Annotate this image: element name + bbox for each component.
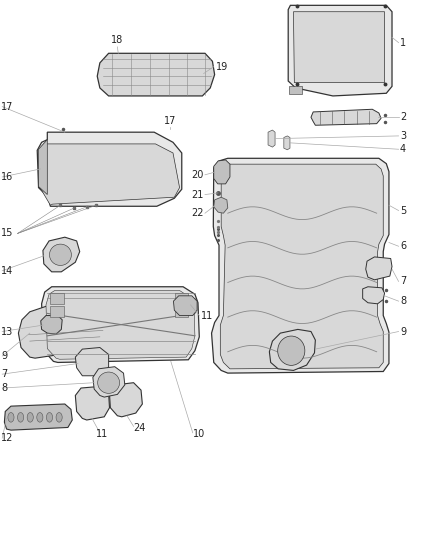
- Ellipse shape: [49, 244, 71, 265]
- Text: 18: 18: [111, 35, 124, 45]
- Text: 20: 20: [191, 170, 204, 180]
- Polygon shape: [175, 293, 188, 304]
- Ellipse shape: [46, 413, 53, 422]
- Polygon shape: [363, 287, 385, 304]
- Polygon shape: [214, 160, 230, 184]
- Polygon shape: [18, 305, 105, 358]
- Text: 6: 6: [400, 241, 406, 251]
- Ellipse shape: [278, 336, 305, 366]
- Ellipse shape: [8, 413, 14, 422]
- Polygon shape: [37, 132, 182, 206]
- Polygon shape: [212, 158, 389, 373]
- Polygon shape: [220, 164, 383, 369]
- Ellipse shape: [27, 413, 33, 422]
- Polygon shape: [50, 293, 64, 304]
- Text: 4: 4: [400, 144, 406, 154]
- Text: 21: 21: [191, 190, 204, 199]
- Text: 9: 9: [1, 351, 7, 361]
- Text: 8: 8: [400, 296, 406, 306]
- Polygon shape: [75, 348, 109, 376]
- Text: 11: 11: [96, 430, 109, 439]
- Ellipse shape: [56, 413, 62, 422]
- Polygon shape: [39, 140, 47, 195]
- Text: 15: 15: [1, 229, 13, 238]
- Text: 11: 11: [201, 311, 213, 320]
- Ellipse shape: [18, 413, 24, 422]
- Polygon shape: [50, 306, 64, 317]
- Text: 22: 22: [191, 208, 204, 218]
- Polygon shape: [42, 287, 199, 362]
- Polygon shape: [173, 296, 197, 316]
- Polygon shape: [269, 329, 315, 370]
- Polygon shape: [41, 316, 62, 334]
- Polygon shape: [97, 53, 215, 96]
- Text: 2: 2: [400, 112, 406, 122]
- Text: 19: 19: [215, 62, 228, 71]
- Text: 3: 3: [400, 131, 406, 141]
- Text: 1: 1: [400, 38, 406, 47]
- Polygon shape: [4, 404, 72, 430]
- Text: 7: 7: [1, 369, 7, 379]
- Polygon shape: [39, 144, 180, 205]
- Text: 5: 5: [400, 206, 406, 215]
- Polygon shape: [175, 306, 188, 317]
- Polygon shape: [289, 86, 302, 94]
- Text: 13: 13: [1, 327, 13, 336]
- Polygon shape: [284, 136, 290, 150]
- Text: 9: 9: [400, 327, 406, 336]
- Text: 12: 12: [1, 433, 13, 443]
- Polygon shape: [293, 12, 385, 83]
- Text: 16: 16: [1, 172, 13, 182]
- Polygon shape: [93, 367, 125, 397]
- Polygon shape: [46, 290, 195, 359]
- Polygon shape: [110, 383, 142, 417]
- Polygon shape: [366, 257, 392, 280]
- Text: 17: 17: [164, 116, 176, 126]
- Text: 24: 24: [134, 423, 146, 433]
- Polygon shape: [214, 197, 228, 213]
- Ellipse shape: [98, 372, 120, 393]
- Text: 7: 7: [400, 277, 406, 286]
- Polygon shape: [268, 130, 275, 147]
- Text: 17: 17: [1, 102, 13, 111]
- Text: 8: 8: [1, 383, 7, 393]
- Text: 10: 10: [193, 430, 205, 439]
- Polygon shape: [43, 237, 80, 272]
- Polygon shape: [311, 109, 381, 125]
- Text: 14: 14: [1, 266, 13, 276]
- Polygon shape: [75, 386, 110, 420]
- Ellipse shape: [37, 413, 43, 422]
- Polygon shape: [288, 5, 392, 96]
